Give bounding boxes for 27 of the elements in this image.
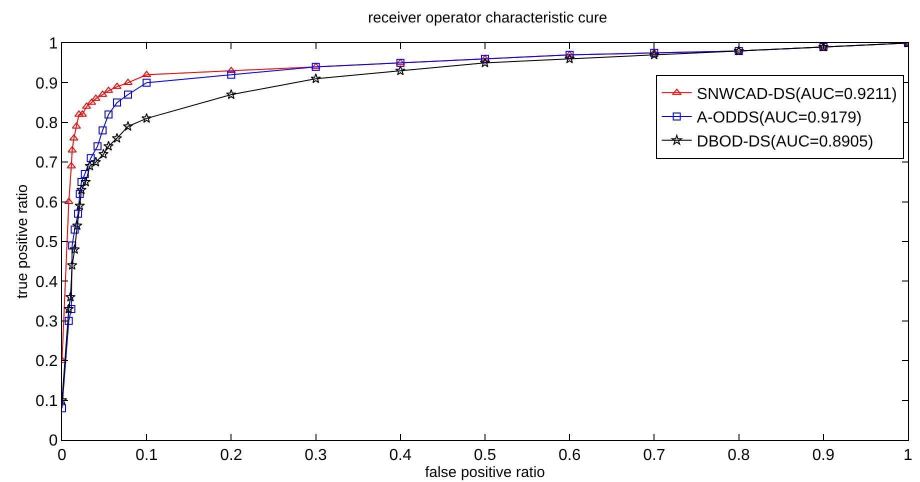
x-tick-label: 0.7	[643, 447, 666, 464]
y-tick-label: 0.5	[36, 234, 58, 252]
y-tick-label: 0.4	[36, 274, 58, 291]
y-tick-label: 0.1	[36, 392, 58, 410]
legend-label: DBOD-DS(AUC=0.8905)	[696, 134, 874, 150]
y-tick-label: 0.2	[36, 353, 58, 370]
x-tick-label: 0.6	[558, 447, 581, 464]
x-axis-title: false positive ratio	[424, 464, 546, 482]
y-tick-label: 0.9	[36, 75, 58, 92]
x-tick-label: 0.5	[474, 447, 496, 464]
chart-title: receiver operator characteristic cure	[368, 10, 608, 27]
y-tick-label: 0	[48, 432, 58, 450]
y-tick-label: 0.6	[36, 194, 58, 212]
x-tick-label: 1	[904, 447, 913, 464]
x-tick-label: 0.3	[304, 447, 328, 464]
legend-label: SNWCAD-DS(AUC=0.9211)	[696, 86, 897, 103]
x-tick-label: 0.2	[220, 447, 242, 464]
y-axis-title: true positive ratio	[14, 184, 31, 299]
y-tick-label: 0.7	[36, 154, 58, 172]
x-tick-label: 0.4	[389, 447, 412, 464]
y-tick-label: 0.3	[36, 314, 58, 330]
y-tick-label: 1	[48, 36, 58, 53]
x-tick-label: 0.8	[728, 447, 750, 464]
x-tick-label: 0.1	[135, 447, 158, 464]
y-tick-label: 0.8	[36, 115, 58, 132]
legend-label: A-ODDS(AUC=0.9179)	[696, 110, 862, 127]
x-tick-label: 0.9	[812, 447, 835, 464]
